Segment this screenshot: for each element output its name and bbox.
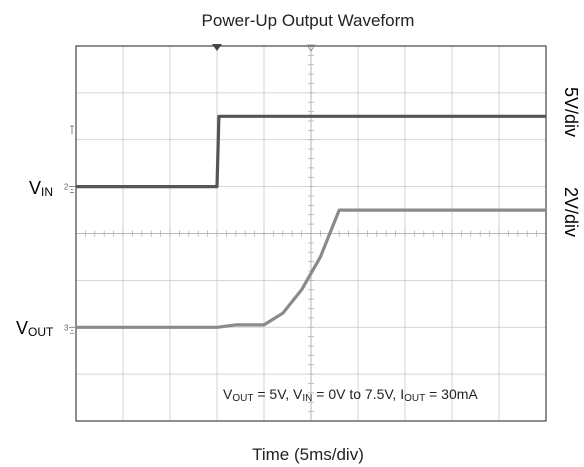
vout-label-sub: OUT	[28, 325, 54, 339]
trigger-level-marker	[70, 125, 74, 134]
chart-title: Power-Up Output Waveform	[202, 11, 415, 30]
x-axis-label: Time (5ms/div)	[252, 445, 364, 464]
vout-label-main: V	[16, 318, 28, 338]
annotation-part: = 5V, V	[253, 386, 303, 402]
annotation-part: OUT	[404, 393, 425, 404]
vin-scale-label: 5V/div	[561, 87, 581, 137]
vout-label: VOUT	[16, 318, 54, 339]
channel-marker: 2	[64, 183, 69, 192]
plot-grid	[70, 44, 547, 422]
vout-scale-label: 2V/div	[561, 187, 581, 237]
conditions-annotation: VOUT = 5V, VIN = 0V to 7.5V, IOUT = 30mA	[223, 386, 478, 404]
series-line-vin	[76, 114, 546, 189]
annotation-part: = 30mA	[425, 386, 478, 402]
ground-marker	[69, 326, 75, 334]
trigger-position-marker	[212, 44, 222, 51]
annotation-part: IN	[302, 393, 312, 404]
series-line-vout	[76, 208, 546, 329]
plot-frame	[75, 45, 547, 422]
ground-marker	[69, 186, 75, 194]
vin-label-main: V	[29, 178, 41, 198]
plot-traces: 23	[64, 114, 546, 334]
vin-label: VIN	[29, 178, 53, 199]
annotation-part: = 0V to 7.5V, I	[312, 386, 404, 402]
annotation-part: V	[223, 386, 233, 402]
channel-marker: 3	[64, 323, 69, 332]
annotation-part: OUT	[232, 393, 253, 404]
center-time-marker	[306, 44, 316, 52]
vin-label-sub: IN	[41, 185, 53, 199]
